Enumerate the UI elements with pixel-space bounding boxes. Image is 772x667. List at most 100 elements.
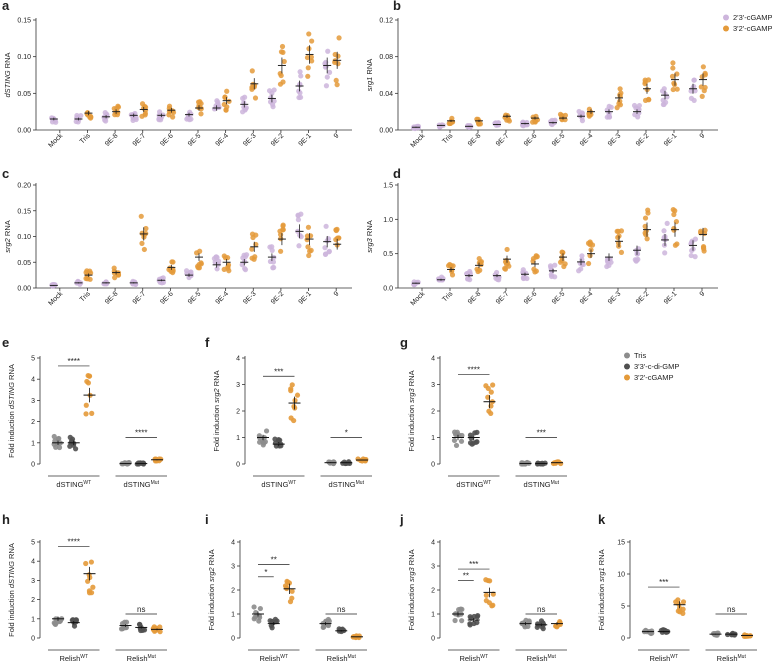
significance-label: **** (135, 429, 147, 438)
group-label-sup: WT (288, 480, 296, 486)
data-point (533, 268, 539, 274)
data-point (493, 275, 499, 281)
y-axis-label-gene: srg3 (407, 387, 416, 402)
y-tick-label: 0.00 (17, 128, 31, 135)
data-point (524, 460, 530, 466)
data-point (83, 411, 89, 417)
data-point (530, 258, 536, 264)
legend-label: 3'2'-cGAMP (733, 24, 772, 33)
panel-letter-a: a (2, 0, 10, 13)
y-axis-label: Fold induction srg2 RNA (212, 370, 221, 451)
data-point (288, 386, 294, 392)
data-point (256, 618, 262, 624)
data-point (344, 460, 351, 466)
data-point (138, 213, 144, 219)
data-point (415, 125, 421, 131)
data-point (670, 86, 676, 93)
y-axis-label-rest: RNA (3, 52, 12, 70)
data-point (325, 48, 331, 54)
data-point (114, 105, 120, 112)
data-point (467, 621, 473, 627)
data-point (698, 228, 704, 234)
y-tick-label: 3 (431, 564, 435, 571)
data-point (648, 630, 654, 637)
group-label: RelishMut (527, 654, 557, 663)
data-point (281, 58, 287, 65)
y-tick-label: 0.15 (17, 208, 31, 215)
data-point (130, 281, 136, 287)
group-label-base: Relish (327, 654, 348, 663)
data-point (226, 98, 232, 104)
significance-label: ns (337, 605, 345, 614)
group-label-sup: WT (83, 480, 91, 486)
data-point (547, 263, 554, 269)
data-point (552, 117, 558, 123)
data-point (475, 268, 481, 275)
legend-marker (624, 363, 630, 370)
x-tick-label: 9E-2 (635, 132, 650, 147)
data-point (486, 408, 492, 414)
y-axis-label-pre: Fold induction (7, 409, 16, 458)
data-point (671, 211, 677, 218)
x-tick-label: 9E-4 (215, 290, 230, 305)
y-tick-label: 0.05 (17, 91, 31, 98)
y-axis-label-gene: dSTING (3, 70, 12, 97)
y-tick-label: 4 (231, 540, 235, 547)
data-point (477, 121, 484, 127)
x-tick-label: 9E-8 (104, 132, 119, 147)
data-point (298, 73, 304, 79)
data-point (271, 264, 277, 271)
data-point (504, 246, 510, 253)
data-point (692, 236, 699, 242)
data-point (642, 215, 649, 221)
legend-marker (723, 14, 729, 21)
y-tick-label: 0 (31, 462, 35, 469)
panel-c: c 0.00 0.05 0.10 0.15 0.20 srg2 RNA Mock Tris 9E-… (2, 166, 352, 307)
data-point (170, 109, 177, 116)
group-label-sup: Mut (148, 654, 157, 660)
data-point (170, 268, 176, 274)
y-tick-label: 0.04 (379, 91, 393, 98)
data-point (606, 262, 612, 269)
data-point (449, 268, 455, 274)
y-tick-label: 2 (231, 588, 235, 595)
x-tick-label: Tris (441, 290, 454, 303)
y-tick-label: 2 (31, 419, 35, 426)
data-point (296, 88, 302, 94)
data-point (280, 49, 286, 55)
data-point (221, 101, 227, 108)
y-axis-label-gene: srg2 (3, 237, 12, 252)
y-axis-label-pre: Fold induction (7, 588, 16, 637)
y-axis-label-gene: srg1 (365, 77, 374, 92)
data-point (296, 243, 302, 249)
x-tick-label: 9E-8 (467, 290, 482, 305)
y-tick-label: 0.12 (379, 18, 393, 25)
data-point (84, 378, 90, 385)
data-point (606, 103, 612, 110)
data-point (617, 98, 623, 104)
x-tick-label: 9E-1 (663, 290, 678, 305)
x-tick-label: Tris (441, 132, 454, 145)
data-point (353, 633, 360, 639)
y-tick-label: 1 (431, 435, 435, 442)
data-point (71, 623, 78, 629)
data-point (560, 249, 566, 256)
y-axis-label-rest: RNA (212, 370, 221, 388)
y-tick-label: 0.0 (383, 286, 393, 293)
group-label-sup: WT (280, 654, 288, 660)
data-point (670, 207, 676, 213)
data-point (702, 70, 708, 76)
data-point (280, 79, 286, 85)
data-point (579, 118, 586, 124)
data-point (699, 74, 705, 80)
data-point (287, 599, 294, 605)
data-point (155, 627, 161, 633)
panel-b: b 0.00 0.04 0.08 0.12 srg1 RNA Mock Tris 9E-8 9E-… (365, 0, 718, 149)
data-point (169, 259, 175, 265)
y-tick-label: 0 (31, 636, 35, 643)
y-axis-label-gene: srg1 (597, 567, 606, 582)
data-point (280, 227, 286, 233)
data-point (326, 459, 332, 465)
data-point (700, 64, 706, 70)
data-point (308, 54, 314, 60)
